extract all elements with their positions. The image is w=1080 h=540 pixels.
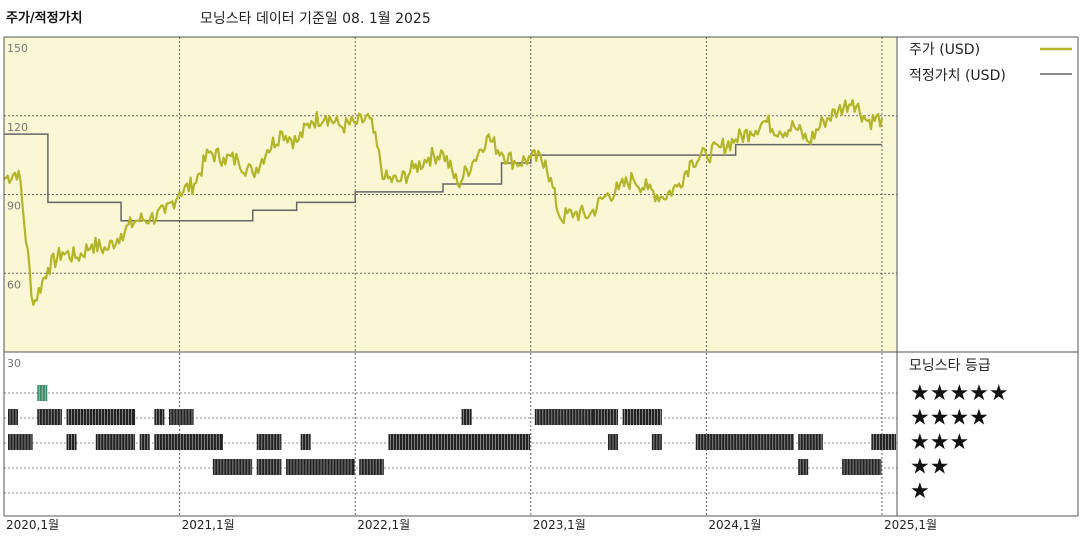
chart-title: 주가/적정가치 bbox=[6, 10, 83, 26]
rating-bar-3 bbox=[95, 434, 136, 450]
y-tick-label: 60 bbox=[7, 278, 21, 291]
rating-bar-rect bbox=[256, 459, 282, 475]
rating-bar-2 bbox=[359, 459, 384, 475]
rating-level-label: ★ bbox=[910, 479, 930, 504]
rating-bar-4 bbox=[534, 409, 604, 425]
rating-bar-4 bbox=[37, 409, 62, 425]
rating-bar-4 bbox=[593, 409, 618, 425]
rating-star-labels: ★★★★★★★★★★★★★★★ bbox=[910, 381, 1009, 504]
rating-bar-rect bbox=[695, 434, 794, 450]
rating-bar-rect bbox=[593, 409, 618, 425]
rating-bar-3 bbox=[607, 434, 618, 450]
rating-bar-rect bbox=[66, 409, 136, 425]
x-tick-label: 2024,1월 bbox=[708, 518, 761, 532]
rating-bars bbox=[8, 385, 896, 475]
y-tick-label: 30 bbox=[7, 357, 21, 370]
rating-bar-4 bbox=[461, 409, 472, 425]
fair-value-series bbox=[4, 133, 882, 222]
rating-bar-rect bbox=[256, 434, 282, 450]
rating-bar-2 bbox=[286, 459, 355, 475]
rating-bar-3 bbox=[300, 434, 311, 450]
rating-bar-rect bbox=[359, 459, 384, 475]
rating-bar-4 bbox=[622, 409, 662, 425]
y-tick-label: 90 bbox=[7, 200, 21, 213]
fair-value-line bbox=[4, 133, 882, 222]
y-tick-label: 120 bbox=[7, 121, 28, 134]
rating-bar-2 bbox=[798, 459, 809, 475]
rating-bar-3 bbox=[66, 434, 77, 450]
rating-bar-4 bbox=[154, 409, 165, 425]
rating-bar-rect bbox=[871, 434, 896, 450]
rating-level-label: ★★★★★ bbox=[910, 381, 1009, 406]
legend: 주가 (USD) 적정가치 (USD) bbox=[909, 42, 1072, 84]
rating-level-label: ★★★★ bbox=[910, 406, 989, 431]
rating-bar-3 bbox=[139, 434, 150, 450]
legend-fair-label: 적정가치 (USD) bbox=[909, 68, 1006, 84]
x-axis-ticks: 2020,1월 2021,1월 2022,1월 2023,1월 2024,1월 2025,… bbox=[6, 518, 937, 532]
legend-price-label: 주가 (USD) bbox=[909, 42, 980, 58]
x-tick-label: 2022,1월 bbox=[357, 518, 410, 532]
rating-bar-3 bbox=[651, 434, 662, 450]
x-tick-label: 2025,1월 bbox=[884, 518, 937, 532]
x-tick-label: 2023,1월 bbox=[533, 518, 586, 532]
rating-bar-rect bbox=[168, 409, 194, 425]
rating-bar-rect bbox=[37, 409, 62, 425]
rating-bar-4 bbox=[8, 409, 18, 425]
rating-bar-rect bbox=[286, 459, 355, 475]
rating-bar-rect bbox=[798, 434, 823, 450]
rating-bar-2 bbox=[842, 459, 882, 475]
rating-bar-2 bbox=[212, 459, 253, 475]
rating-bar-3 bbox=[695, 434, 794, 450]
x-tick-label: 2021,1월 bbox=[182, 518, 235, 532]
rating-bar-3 bbox=[154, 434, 223, 450]
rating-bar-3 bbox=[388, 434, 531, 450]
rating-bar-rect bbox=[154, 434, 223, 450]
rating-bar-rect bbox=[534, 409, 604, 425]
x-tick-label: 2020,1월 bbox=[6, 518, 59, 532]
chart-subtitle: 모닝스타 데이터 기준일 08. 1월 2025 bbox=[200, 11, 431, 27]
rating-bar-4 bbox=[66, 409, 136, 425]
rating-bar-3 bbox=[256, 434, 282, 450]
rating-bar-4 bbox=[168, 409, 194, 425]
rating-bar-3 bbox=[871, 434, 896, 450]
rating-bar-5 bbox=[37, 385, 48, 401]
rating-level-label: ★★★ bbox=[910, 430, 969, 455]
rating-bar-3 bbox=[798, 434, 823, 450]
rating-header: 모닝스타 등급 bbox=[909, 358, 991, 374]
rating-bar-3 bbox=[8, 434, 33, 450]
rating-level-label: ★★ bbox=[910, 455, 949, 480]
y-axis-ticks: 150 120 90 60 30 bbox=[7, 42, 28, 370]
rating-bar-rect bbox=[8, 434, 33, 450]
rating-bar-2 bbox=[256, 459, 282, 475]
y-tick-label: 150 bbox=[7, 42, 28, 55]
